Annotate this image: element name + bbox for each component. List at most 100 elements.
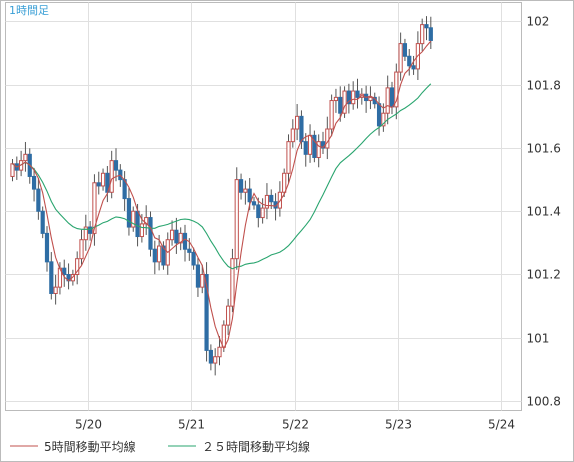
candle-down xyxy=(376,103,382,127)
candle-down xyxy=(251,201,257,206)
candle-up xyxy=(213,356,218,364)
candle-down xyxy=(31,175,37,190)
candle-down xyxy=(148,217,153,250)
candle-down xyxy=(312,134,317,158)
candle-up xyxy=(394,71,399,108)
candle-up xyxy=(351,90,356,105)
candle-down xyxy=(238,179,244,193)
candle-down xyxy=(44,232,50,263)
candle-up xyxy=(217,346,222,358)
candle-down xyxy=(113,160,119,171)
candle-down xyxy=(96,182,101,187)
candle-down xyxy=(182,232,188,250)
candle-up xyxy=(420,24,425,45)
candle-up xyxy=(264,194,270,209)
candle-down xyxy=(62,267,67,275)
candle-up xyxy=(53,286,58,294)
ma25-line xyxy=(12,83,432,270)
candle-up xyxy=(200,274,205,288)
candle-up xyxy=(342,90,347,114)
y-axis: 100.8 101 101.2 101.4 101.6 101.8 102 xyxy=(527,15,561,409)
candle-up xyxy=(157,245,162,263)
candle-up xyxy=(109,160,114,193)
candle-down xyxy=(152,248,157,263)
candle-up xyxy=(178,232,183,244)
candle-down xyxy=(204,274,209,351)
candle-down xyxy=(49,261,54,294)
candle-down xyxy=(424,24,429,29)
candle-up xyxy=(226,305,231,326)
y-tick-label: 101.4 xyxy=(527,205,561,219)
candle-up xyxy=(385,87,390,114)
candle-up xyxy=(92,182,97,234)
candle-up xyxy=(282,172,287,193)
candle-up xyxy=(333,96,339,102)
candle-down xyxy=(187,248,192,253)
candle-up xyxy=(286,141,291,174)
candle-up xyxy=(329,100,334,130)
candle-down xyxy=(299,115,304,143)
candle-up xyxy=(83,226,88,241)
candle-up xyxy=(139,223,144,238)
legend: 5時間移動平均線 ２５時間移動平均線 xyxy=(10,439,310,454)
candle-up xyxy=(290,128,295,143)
candle-up xyxy=(316,141,321,158)
candle-down xyxy=(256,204,261,219)
candle-down xyxy=(407,55,412,67)
legend-ma5-label: 5時間移動平均線 xyxy=(44,439,136,454)
y-tick-label: 101 xyxy=(527,332,550,346)
candle-down xyxy=(40,210,45,234)
candle-up xyxy=(131,210,136,228)
candle-down xyxy=(247,188,252,203)
y-tick-label: 101.6 xyxy=(527,142,561,156)
candle-up xyxy=(23,153,28,162)
candle-up xyxy=(169,229,175,241)
candle-up xyxy=(234,179,239,260)
candle-up xyxy=(221,324,226,348)
candle-down xyxy=(135,210,140,238)
ma5-line xyxy=(12,40,432,350)
chart-title: 1時間足 xyxy=(9,4,49,17)
x-tick-label: 5/23 xyxy=(385,418,412,432)
candle-down xyxy=(346,90,351,105)
x-tick-label: 5/24 xyxy=(488,418,515,432)
candle-up xyxy=(79,239,84,260)
candle-up xyxy=(10,163,15,177)
candle-down xyxy=(402,43,408,57)
candle-down xyxy=(208,349,213,364)
y-tick-label: 101.2 xyxy=(527,268,561,282)
candle-down xyxy=(126,198,132,228)
y-tick-label: 101.8 xyxy=(527,79,561,93)
candle-down xyxy=(303,141,308,155)
x-tick-label: 5/22 xyxy=(282,418,309,432)
candle-down xyxy=(269,194,274,203)
candle-down xyxy=(355,90,360,98)
candle-down xyxy=(411,65,416,70)
candle-down xyxy=(389,87,395,108)
candle-up xyxy=(243,188,248,193)
candle-up xyxy=(381,112,386,127)
y-tick-label: 102 xyxy=(527,15,550,29)
x-tick-label: 5/20 xyxy=(75,418,102,432)
moving-averages xyxy=(12,40,432,350)
x-axis: 5/20 5/21 5/22 5/23 5/24 xyxy=(75,418,515,432)
candle-up xyxy=(230,258,235,307)
candle-down xyxy=(338,96,343,114)
y-tick-label: 100.8 xyxy=(527,395,561,409)
candle-up xyxy=(260,207,265,219)
x-tick-label: 5/21 xyxy=(178,418,205,432)
candle-up xyxy=(75,258,80,275)
candle-down xyxy=(36,188,41,212)
candle-down xyxy=(191,251,196,266)
candle-up xyxy=(307,134,313,155)
candle-up xyxy=(398,43,403,73)
candle-up xyxy=(295,115,300,130)
candle-down xyxy=(88,226,93,234)
plot-area xyxy=(5,2,522,411)
legend-ma25-label: ２５時間移動平均線 xyxy=(202,439,310,454)
candle-up xyxy=(368,96,373,102)
candle-down xyxy=(428,27,433,41)
grid-lines xyxy=(5,2,522,411)
